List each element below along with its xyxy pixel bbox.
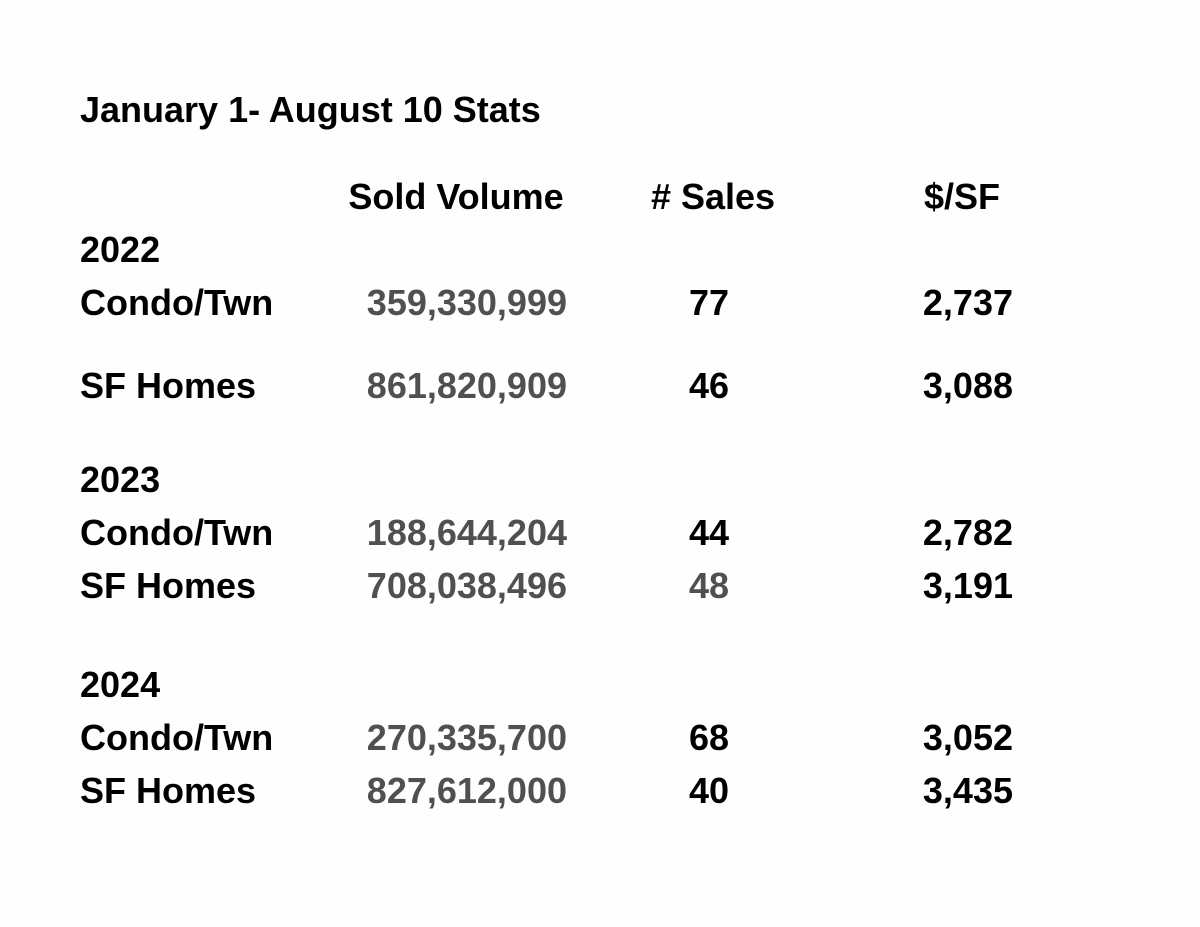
- sales: 46: [688, 365, 730, 406]
- sales: 48: [688, 565, 730, 606]
- year: 2024: [80, 664, 161, 705]
- price: 3,088: [922, 365, 1013, 406]
- volume: 827,612,000: [366, 770, 567, 811]
- volume: 708,038,496: [366, 565, 567, 606]
- sales: 44: [688, 512, 730, 553]
- sales: 40: [688, 770, 730, 811]
- price: 2,737: [922, 282, 1013, 323]
- row-label: Condo/Twn: [80, 512, 274, 553]
- price: 3,052: [922, 717, 1013, 758]
- header: $/SF: [923, 176, 1001, 217]
- row-label: Condo/Twn: [80, 717, 274, 758]
- price: 3,435: [922, 770, 1013, 811]
- row-label: SF Homes: [80, 565, 257, 606]
- volume: 861,820,909: [366, 365, 567, 406]
- row-label: SF Homes: [80, 365, 257, 406]
- volume: 359,330,999: [366, 282, 567, 323]
- row-label: Condo/Twn: [80, 282, 274, 323]
- year: 2023: [80, 459, 161, 500]
- header: # Sales: [650, 176, 776, 217]
- price: 3,191: [922, 565, 1013, 606]
- sales: 68: [688, 717, 730, 758]
- header: Sold Volume: [348, 176, 564, 217]
- volume: 188,644,204: [366, 512, 567, 553]
- sales: 77: [688, 282, 730, 323]
- row-label: SF Homes: [80, 770, 257, 811]
- volume: 270,335,700: [366, 717, 567, 758]
- price: 2,782: [922, 512, 1013, 553]
- year: 2022: [80, 229, 161, 270]
- title: January 1- August 10 Stats: [80, 89, 541, 130]
